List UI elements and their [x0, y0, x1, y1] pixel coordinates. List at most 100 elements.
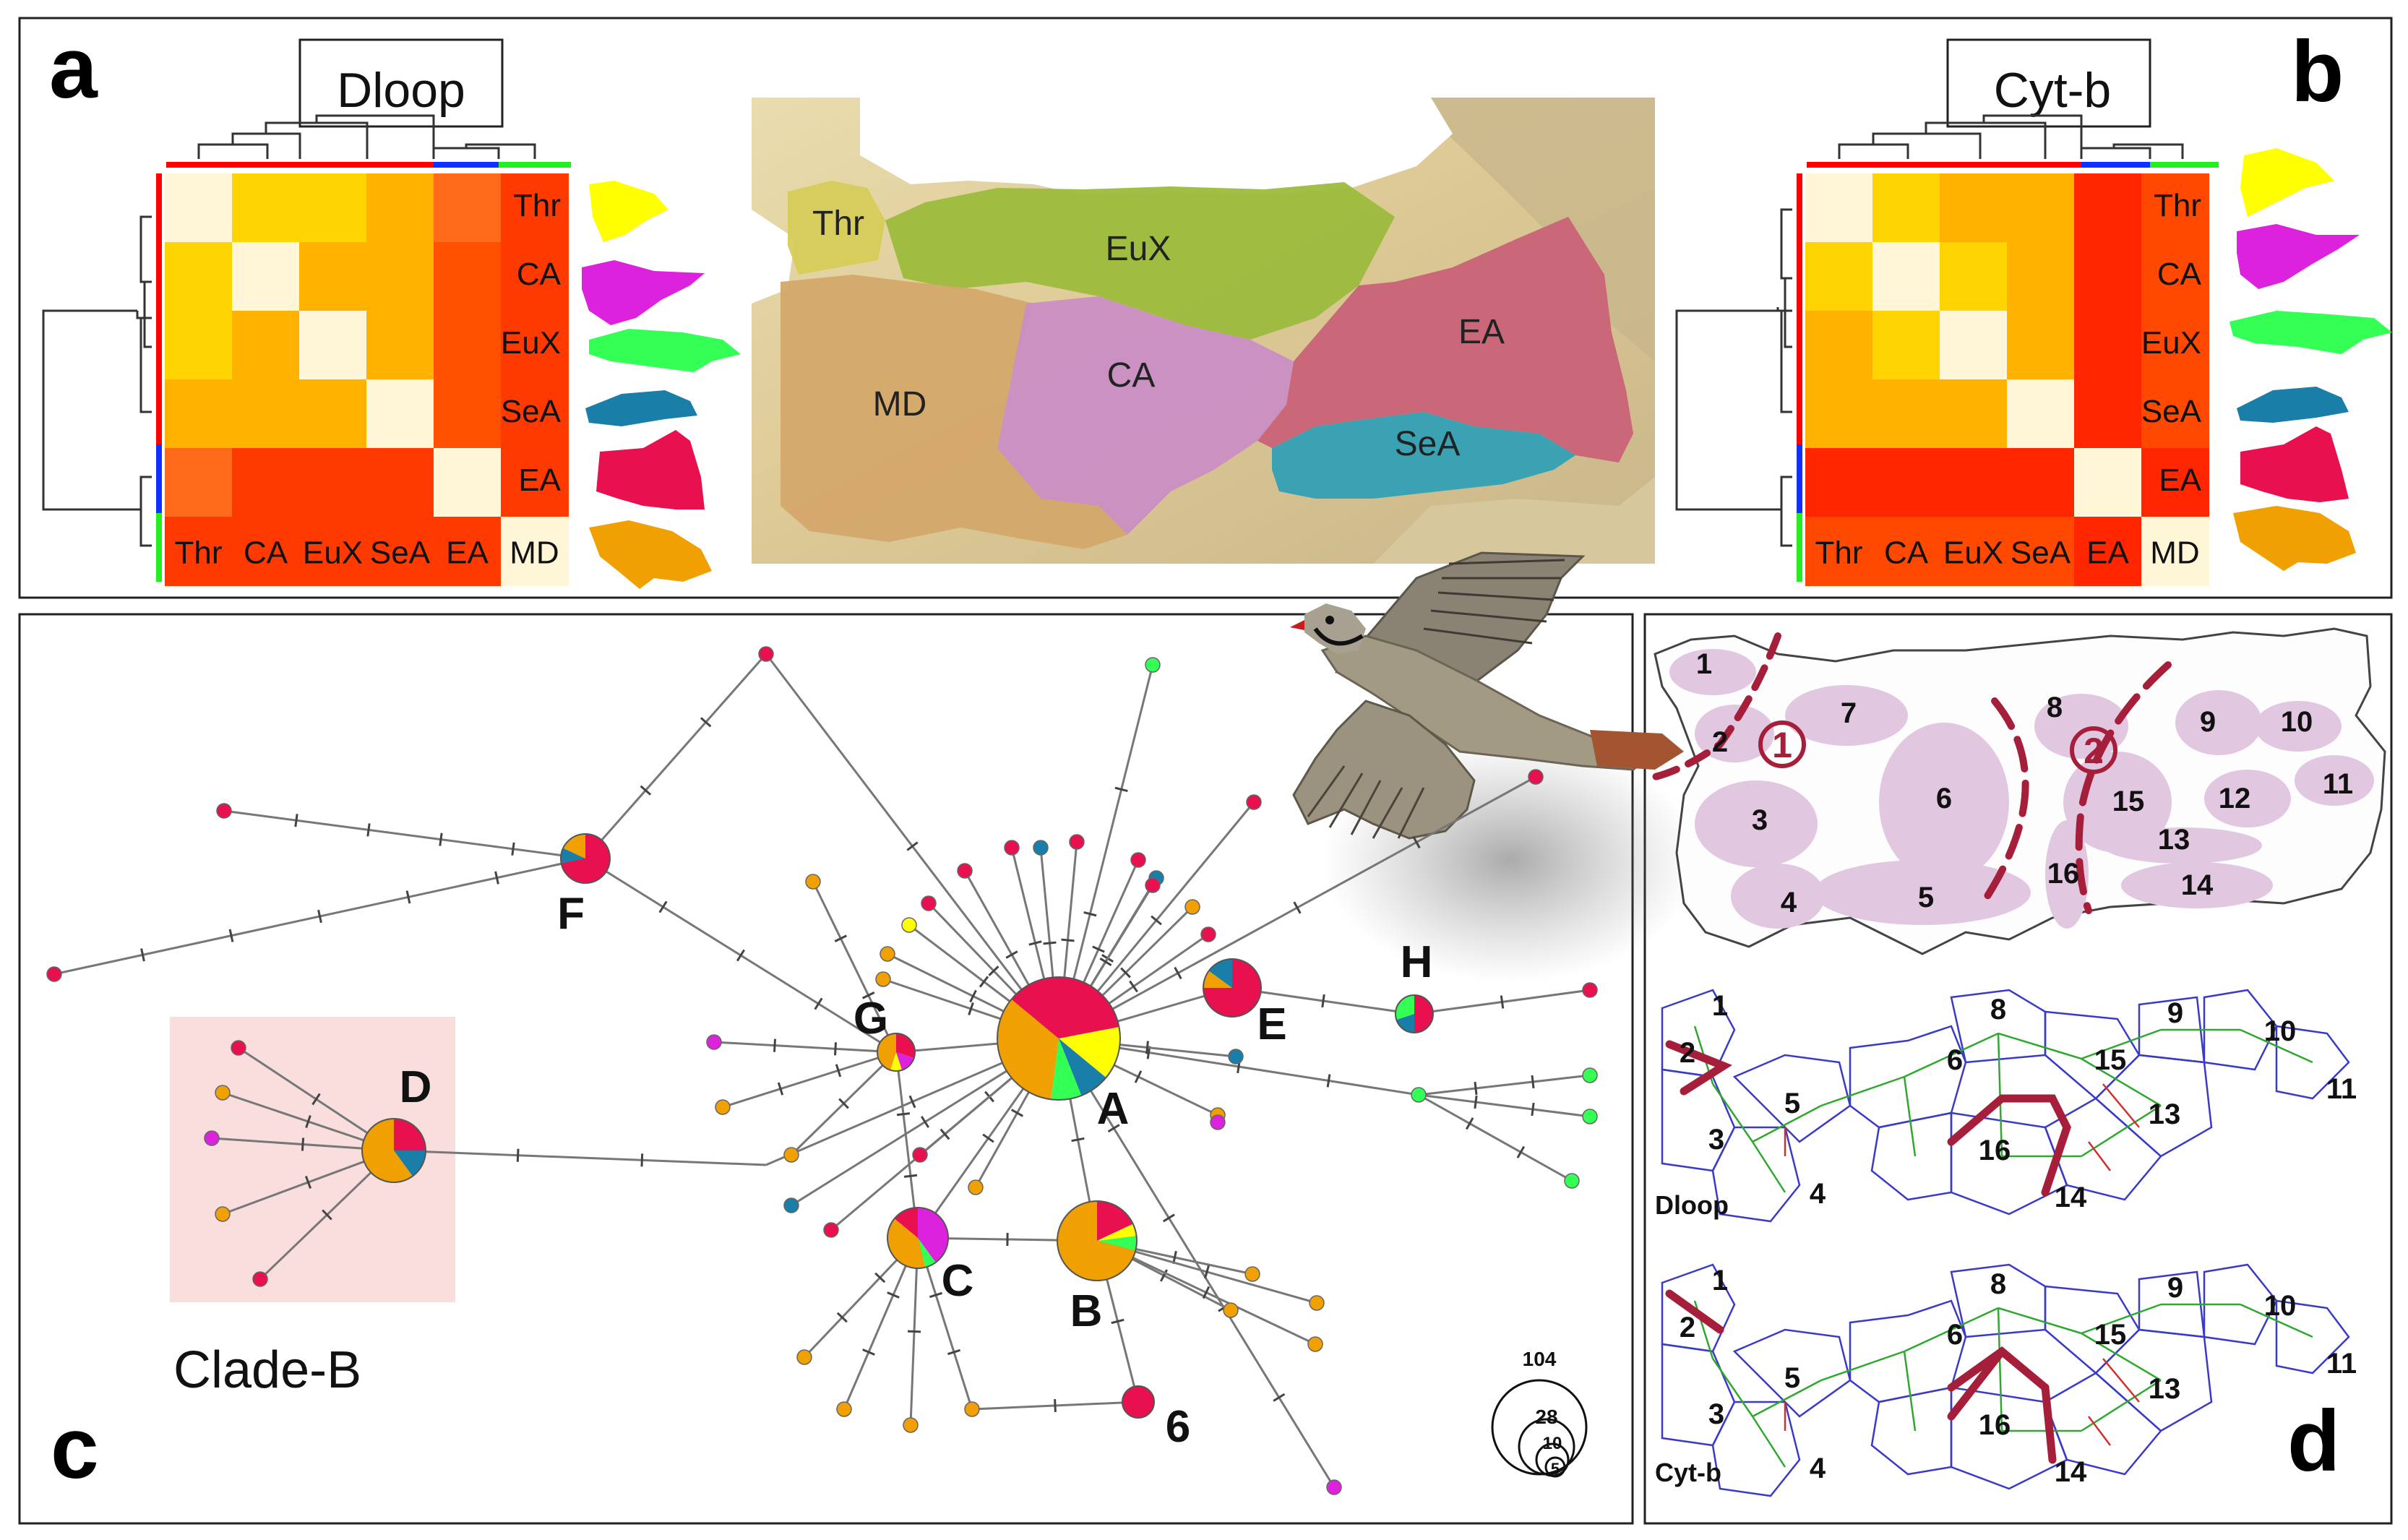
mutation-tick	[835, 1064, 842, 1077]
site-label-9: 9	[2200, 706, 2216, 738]
pie-slice	[561, 848, 585, 864]
mutation-tick	[511, 842, 515, 856]
silhouette-thr-b	[2240, 148, 2334, 217]
pie-slice	[890, 1052, 903, 1071]
network-label-f: F	[557, 889, 585, 939]
network-link	[1998, 1307, 2082, 1335]
mutation-tick	[1531, 1075, 1535, 1089]
partridge-wing-lower	[1292, 700, 1476, 840]
mutation-tick	[1516, 1145, 1526, 1158]
haplotype-node	[1309, 1295, 1325, 1311]
network-label-c: C	[942, 1256, 974, 1306]
silhouette-ea-b	[2240, 426, 2349, 502]
haplotype-node	[903, 1417, 919, 1433]
heatmap_a-cell-5-5	[501, 517, 569, 586]
network-link	[2081, 1104, 2162, 1158]
network-nodes	[46, 646, 1598, 1495]
pie-slice	[1011, 977, 1059, 1038]
pie-slice	[1059, 977, 1119, 1038]
silhouette-sea-a	[585, 390, 697, 426]
mutation-tick	[1202, 1286, 1211, 1299]
network-site-label-2: 2	[1680, 1037, 1695, 1069]
mutation-tick	[1061, 938, 1075, 942]
pie-slice	[1059, 1038, 1106, 1096]
heatmap_a-cell-4-5	[501, 448, 569, 517]
heatmap_b-cell-4-0	[1805, 448, 1873, 517]
heatmap_a-cell-2-0	[165, 311, 233, 380]
map-region-labels: Thr EuX MD CA EA SeA	[812, 205, 1505, 463]
mutation-tick	[1474, 1095, 1478, 1109]
mutation-tick	[366, 823, 371, 837]
mutation-tick	[939, 1128, 950, 1140]
network-cell	[2275, 1025, 2350, 1100]
network-site-label-6: 6	[1947, 1319, 1963, 1351]
mutation-tick	[439, 833, 443, 846]
network-link	[2102, 1358, 2140, 1403]
barrier-segment	[1947, 1347, 2006, 1421]
barrier-1-badge	[1758, 720, 1806, 768]
haplotype-node	[1326, 1479, 1342, 1495]
haplotype-node	[1582, 982, 1598, 998]
haplotype-node	[1528, 769, 1544, 785]
map-label-md: MD	[873, 385, 927, 423]
network-label-d: D	[400, 1062, 432, 1112]
network-edge	[1418, 1093, 1573, 1182]
heatmap_a-cell-1-3	[366, 242, 434, 311]
heatmap_a-col-label: EuX	[303, 535, 363, 571]
network-site-label-9: 9	[2167, 997, 2183, 1029]
haplotype-a	[997, 976, 1121, 1101]
network-cell	[2044, 1097, 2162, 1201]
network-cell	[1711, 1401, 1801, 1497]
mutation-tick	[814, 997, 823, 1010]
heatmap_a-cell-2-4	[434, 311, 502, 380]
haplotype-node	[1307, 1336, 1323, 1352]
heatmap_a-cell-3-1	[232, 379, 300, 449]
haplotype-node	[783, 1147, 799, 1163]
network-label-g: G	[853, 994, 888, 1044]
mutation-tick	[1120, 967, 1131, 978]
haplotype-node	[1004, 840, 1020, 856]
heatmap-dloop-cells	[165, 173, 569, 586]
mutation-tick	[301, 1137, 305, 1151]
network-link	[2088, 1416, 2111, 1446]
region-thr	[788, 181, 885, 275]
network-site-label-8: 8	[1990, 1268, 2006, 1300]
heatmap_b-cell-1-4	[2074, 242, 2142, 311]
barrier-1-line	[1651, 632, 1781, 780]
heatmap_a-cell-1-1	[232, 242, 300, 311]
network-site-label-8: 8	[1990, 994, 2006, 1025]
heatmap_a-cell-5-3	[366, 517, 434, 586]
mutation-tick	[140, 948, 145, 962]
network-site-label-14: 14	[2055, 1182, 2087, 1213]
haplotype-b	[1057, 1200, 1138, 1281]
network-dloop: 12 3 4 5 68 9 10 11 13 14 15 16	[1661, 989, 2357, 1223]
heatmap_b-cell-1-1	[1872, 242, 1940, 311]
mutation-tick	[1174, 966, 1182, 980]
haplotype-node	[204, 1130, 220, 1146]
mutation-tick	[1321, 994, 1325, 1008]
haplotype-g	[877, 1033, 916, 1072]
haplotype-h	[1395, 994, 1434, 1033]
haplotype-node	[796, 1349, 812, 1365]
silhouette-md-a	[589, 520, 712, 589]
heatmap_b-cell-3-3	[2007, 379, 2075, 449]
network-edge	[223, 809, 586, 860]
map-label-thr: Thr	[812, 205, 864, 243]
network-link	[1752, 1104, 1822, 1143]
mutation-tick	[228, 929, 234, 942]
network-link	[2240, 1303, 2313, 1338]
silhouette-eux-b	[2229, 311, 2392, 354]
heatmap_a-cell-0-1	[232, 173, 300, 243]
mutation-tick	[1293, 901, 1302, 914]
panel-label-d: d	[2287, 1393, 2340, 1489]
mutation-tick	[861, 991, 875, 999]
heatmap_a-cell-5-1	[232, 517, 300, 586]
mutation-tick	[1054, 1398, 1057, 1413]
heatmap_a-cell-5-2	[299, 517, 367, 586]
silhouette-ca-a	[582, 260, 705, 325]
site-label-8: 8	[2047, 692, 2063, 723]
network-edge	[393, 1149, 767, 1166]
